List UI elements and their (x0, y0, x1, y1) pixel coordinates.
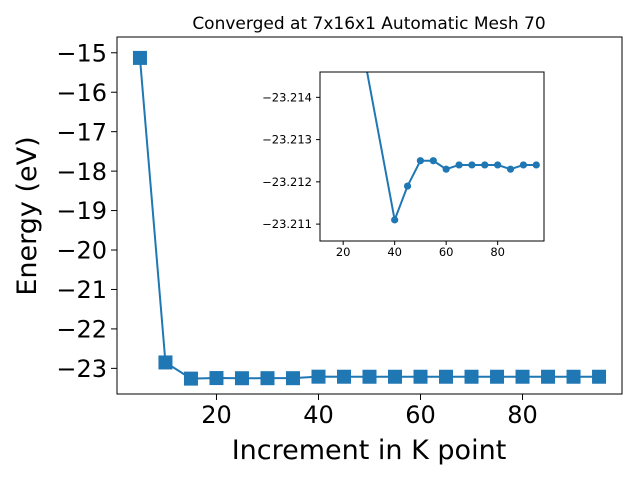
inset-data-point (532, 161, 540, 169)
y-axis-label: Energy (eV) (12, 136, 43, 295)
x-axis-label: Increment in K point (232, 435, 507, 466)
main-data-point (183, 371, 198, 386)
main-data-point (413, 369, 428, 384)
inset-data-point (391, 216, 399, 224)
inset-plot: 20 40 60 80 −23.211 −23.212 −23.213 −23.214 (262, 71, 545, 259)
inset-background (320, 72, 544, 241)
inset-axes-frame (319, 71, 545, 242)
inset-data-point (429, 157, 437, 165)
inset-x-tick-label: 20 (336, 245, 351, 259)
main-x-ticks: 20 40 60 80 (201, 394, 538, 429)
main-data-point (132, 50, 147, 65)
inset-x-ticks: 20 40 60 80 (336, 241, 505, 259)
main-y-tick-label: −23 (56, 355, 107, 383)
main-y-tick-label: −21 (56, 276, 107, 304)
main-y-tick-label: −19 (56, 197, 107, 225)
main-data-point (209, 371, 224, 386)
main-data-point (336, 369, 351, 384)
main-data-point (541, 369, 556, 384)
inset-data-point (468, 161, 476, 169)
main-series (132, 50, 607, 386)
main-y-ticks: −15 −16 −17 −18 −19 −20 −21 −22 −23 (56, 39, 117, 383)
inset-data-point (494, 161, 502, 169)
main-y-tick-label: −20 (56, 237, 107, 265)
main-data-point (158, 355, 173, 370)
main-x-tick-label: 20 (201, 401, 232, 429)
inset-x-tick-label: 60 (439, 245, 454, 259)
inset-series (366, 72, 540, 224)
main-y-tick-label: −15 (56, 39, 107, 67)
inset-y-tick-label: −23.212 (262, 175, 312, 189)
main-data-point (311, 369, 326, 384)
main-y-tick-label: −17 (56, 118, 107, 146)
main-x-tick-label: 80 (507, 401, 538, 429)
inset-y-tick-label: −23.211 (262, 217, 312, 231)
inset-data-point (442, 165, 450, 173)
main-x-tick-label: 40 (303, 401, 334, 429)
inset-data-point (416, 157, 425, 165)
main-data-point (592, 369, 607, 384)
main-data-point (464, 369, 479, 384)
inset-data-point (519, 161, 528, 169)
inset-data-point (506, 165, 515, 173)
chart-title: Converged at 7x16x1 Automatic Mesh 70 (192, 14, 545, 34)
inset-data-point (455, 161, 463, 169)
main-axes-frame (116, 36, 623, 395)
main-y-tick-label: −22 (56, 316, 107, 344)
main-data-point (234, 371, 249, 386)
main-data-point (490, 369, 505, 384)
inset-x-tick-label: 40 (387, 245, 402, 259)
main-x-tick-label: 60 (405, 401, 436, 429)
main-y-tick-label: −18 (56, 158, 107, 186)
main-data-point (260, 371, 275, 386)
main-y-tick-label: −16 (56, 79, 107, 107)
inset-x-tick-label: 80 (490, 245, 505, 259)
inset-data-point (481, 161, 489, 169)
inset-y-ticks: −23.211 −23.212 −23.213 −23.214 (262, 90, 320, 231)
main-data-point (439, 369, 454, 384)
main-data-point (515, 369, 530, 384)
main-data-point (362, 369, 377, 384)
main-data-point (285, 371, 300, 386)
inset-data-point (403, 182, 412, 190)
main-data-point (388, 369, 403, 384)
main-data-point (566, 369, 581, 384)
inset-y-tick-label: −23.214 (262, 90, 312, 104)
main-plot: Converged at 7x16x1 Automatic Mesh 70 20… (12, 14, 623, 466)
inset-y-tick-label: −23.213 (262, 133, 312, 147)
